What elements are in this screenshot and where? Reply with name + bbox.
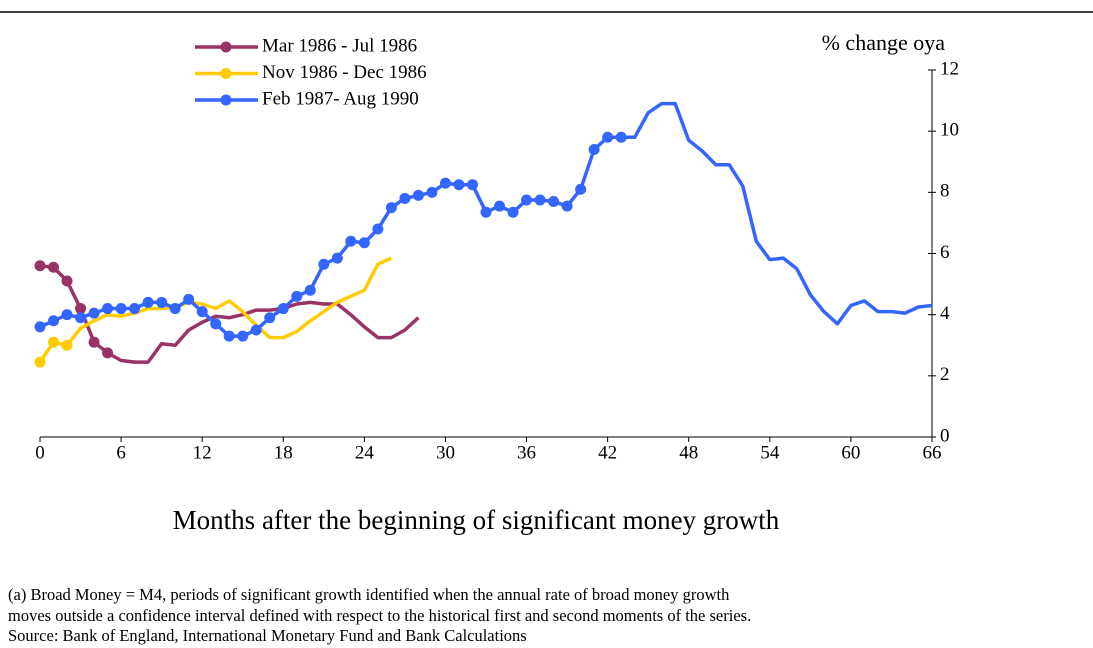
- marker: [575, 183, 587, 195]
- y-tick-label: 10: [940, 120, 959, 141]
- marker: [561, 200, 573, 212]
- legend-label: Nov 1986 - Dec 1986: [262, 62, 427, 83]
- x-tick-label: 30: [436, 442, 455, 463]
- marker: [331, 252, 343, 264]
- marker: [250, 324, 262, 336]
- marker: [61, 309, 73, 321]
- x-tick-label: 42: [598, 442, 617, 463]
- x-tick-label: 36: [517, 442, 536, 463]
- x-tick-label: 54: [760, 442, 780, 463]
- y-axis-label: % change oya: [822, 30, 946, 55]
- marker: [34, 356, 46, 368]
- marker: [48, 261, 60, 273]
- marker: [480, 206, 492, 218]
- y-tick-label: 12: [940, 58, 959, 79]
- marker: [521, 194, 533, 206]
- marker: [75, 312, 87, 324]
- marker: [439, 177, 451, 189]
- marker: [223, 330, 235, 342]
- marker: [61, 339, 73, 351]
- marker: [48, 336, 60, 348]
- marker: [291, 290, 303, 302]
- footnote: Source: Bank of England, International M…: [8, 626, 527, 645]
- marker: [277, 303, 289, 315]
- y-tick-label: 8: [940, 181, 950, 202]
- marker: [88, 307, 100, 319]
- marker: [210, 318, 222, 330]
- x-tick-label: 18: [274, 442, 293, 463]
- marker: [156, 296, 168, 308]
- marker: [129, 303, 141, 315]
- marker: [588, 144, 600, 156]
- marker: [183, 293, 195, 305]
- marker: [102, 347, 114, 359]
- marker: [61, 275, 73, 287]
- legend-marker: [220, 94, 232, 106]
- line: [39, 263, 420, 364]
- marker: [88, 336, 100, 348]
- marker: [602, 131, 614, 143]
- marker: [142, 296, 154, 308]
- marker: [372, 223, 384, 235]
- y-tick-label: 4: [940, 303, 950, 324]
- x-tick-label: 6: [116, 442, 126, 463]
- x-tick-label: 0: [35, 442, 45, 463]
- marker: [318, 258, 330, 270]
- marker: [426, 186, 438, 198]
- marker: [34, 321, 46, 333]
- marker: [615, 131, 627, 143]
- marker: [48, 315, 60, 327]
- marker: [102, 303, 114, 315]
- marker: [534, 194, 546, 206]
- x-tick-label: 48: [679, 442, 698, 463]
- marker: [345, 235, 357, 247]
- marker: [115, 303, 127, 315]
- y-tick-label: 0: [940, 425, 950, 446]
- footnote: (a) Broad Money = M4, periods of signifi…: [8, 585, 730, 604]
- marker: [237, 330, 249, 342]
- marker: [453, 179, 465, 191]
- footnote: moves outside a confidence interval defi…: [8, 606, 751, 625]
- y-tick-label: 2: [940, 364, 950, 385]
- marker: [399, 192, 411, 204]
- line: [39, 101, 933, 338]
- marker: [412, 189, 424, 201]
- marker: [169, 303, 181, 315]
- marker: [264, 312, 276, 324]
- marker: [548, 196, 560, 208]
- x-axis-label: Months after the beginning of significan…: [173, 505, 780, 535]
- line: [38, 256, 393, 364]
- marker: [304, 284, 316, 296]
- legend-marker: [220, 68, 232, 79]
- y-tick-label: 6: [940, 242, 950, 263]
- legend-label: Mar 1986 - Jul 1986: [262, 35, 417, 56]
- marker: [75, 303, 87, 315]
- x-tick-label: 66: [923, 442, 942, 463]
- marker: [494, 200, 506, 212]
- x-tick-label: 24: [355, 442, 375, 463]
- marker: [466, 179, 478, 191]
- marker: [196, 306, 208, 318]
- marker: [358, 237, 370, 249]
- marker: [507, 206, 519, 218]
- x-tick-label: 12: [193, 442, 212, 463]
- marker: [385, 202, 397, 214]
- marker: [34, 260, 46, 272]
- x-tick-label: 60: [841, 442, 860, 463]
- legend-label: Feb 1987- Aug 1990: [262, 88, 419, 109]
- legend-marker: [220, 41, 232, 53]
